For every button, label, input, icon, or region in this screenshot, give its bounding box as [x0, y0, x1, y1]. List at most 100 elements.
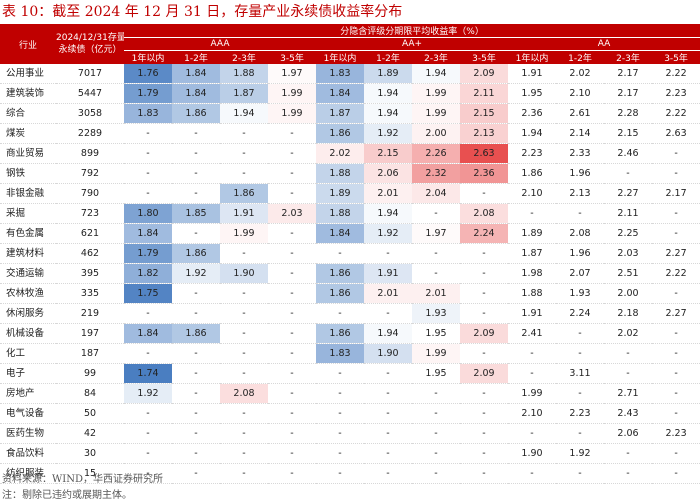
yield-cell: -: [172, 403, 220, 424]
yield-cell: 2.32: [412, 163, 460, 184]
yield-cell: -: [268, 183, 316, 204]
yield-cell: 1.84: [316, 223, 364, 244]
yield-cell: -: [172, 463, 220, 484]
yield-cell: 1.84: [172, 83, 220, 104]
yield-cell: 1.92: [364, 123, 412, 144]
yield-cell: -: [172, 383, 220, 404]
yield-cell: 2.11: [604, 203, 652, 224]
table-row: 休闲服务 219- - - - - -1.93-1.91 2.24 2.18 2.27: [0, 303, 700, 324]
yield-cell: -: [460, 243, 508, 264]
yield-cell: 2.09: [460, 363, 508, 384]
yield-cell: 1.86: [316, 263, 364, 284]
yield-cell: -: [172, 123, 220, 144]
yield-cell: 1.94: [412, 64, 460, 84]
balance-value: 50: [56, 403, 124, 424]
yield-cell: 2.09: [460, 64, 508, 84]
table-row: 医药生物 42- - - - - - - - - -2.06 2.23: [0, 423, 700, 444]
yield-cell: 1.99: [412, 103, 460, 124]
industry-name: 农林牧渔: [0, 283, 56, 304]
balance-value: 84: [56, 383, 124, 404]
yield-cell: -: [268, 343, 316, 364]
yield-cell: -: [268, 463, 316, 484]
yield-cell: -: [268, 243, 316, 264]
yield-cell: -: [172, 283, 220, 304]
yield-cell: 2.17: [652, 183, 700, 204]
header-group-aa: AA: [508, 37, 700, 51]
yield-cell: 2.36: [460, 163, 508, 184]
yield-cell: 1.82: [124, 263, 172, 284]
industry-name: 采掘: [0, 203, 56, 224]
header-tenor: 1年以内: [316, 50, 364, 64]
industry-name: 商业贸易: [0, 143, 56, 164]
yield-cell: 1.92: [172, 263, 220, 284]
footnote: 注：剔除已违约或展期主体。: [2, 490, 132, 501]
yield-cell: -: [652, 403, 700, 424]
yield-cell: -: [460, 283, 508, 304]
yield-cell: -: [460, 303, 508, 324]
yield-cell: 1.90: [364, 343, 412, 364]
balance-value: 187: [56, 343, 124, 364]
yield-cell: 1.94: [364, 203, 412, 224]
yield-cell: 1.86: [316, 123, 364, 144]
yield-cell: 1.89: [364, 64, 412, 84]
yield-cell: 1.99: [268, 83, 316, 104]
yield-cell: -: [316, 403, 364, 424]
yield-cell: 2.18: [604, 303, 652, 324]
yield-cell: -: [268, 223, 316, 244]
yield-cell: 1.75: [124, 283, 172, 304]
table-row: 电子 99 1.74- - - - -1.95 2.09-3.11- -: [0, 363, 700, 384]
table-row: 交通运输 395 1.82 1.92 1.90-1.86 1.91- -1.98 2.07 2.…: [0, 263, 700, 284]
yield-cell: -: [604, 463, 652, 484]
yield-cell: -: [364, 463, 412, 484]
yield-cell: 1.93: [412, 303, 460, 324]
table-row: 电气设备 50- - - - - - - -2.10 2.23 2.43-: [0, 403, 700, 424]
yield-cell: -: [268, 283, 316, 304]
yield-cell: 1.91: [364, 263, 412, 284]
yield-cell: 1.86: [316, 283, 364, 304]
yield-cell: -: [460, 443, 508, 464]
header-tenor: 3-5年: [460, 50, 508, 64]
yield-cell: -: [652, 443, 700, 464]
yield-cell: -: [220, 283, 268, 304]
yield-cell: -: [268, 303, 316, 324]
yield-cell: 1.83: [316, 343, 364, 364]
yield-cell: 1.83: [316, 64, 364, 84]
table-row: 建筑装饰 5447 1.79 1.84 1.87 1.99 1.84 1.94 1.99 2.11…: [0, 83, 700, 104]
yield-cell: 1.87: [508, 243, 556, 264]
yield-cell: 2.15: [604, 123, 652, 144]
table-row: 采掘 723 1.80 1.85 1.91 2.03 1.88 1.94-2.08- -2.11…: [0, 203, 700, 224]
yield-cell: 1.87: [220, 83, 268, 104]
yield-cell: 2.07: [556, 263, 604, 284]
balance-value: 621: [56, 223, 124, 244]
balance-value: 219: [56, 303, 124, 324]
header-span-title: 分隐含评级分期限平均收益率（%）: [124, 24, 700, 38]
yield-cell: -: [172, 183, 220, 204]
yield-cell: 2.26: [412, 143, 460, 164]
table-row: 房地产 84 1.92-2.08- - - - -1.99-2.71-: [0, 383, 700, 404]
balance-value: 395: [56, 263, 124, 284]
industry-name: 房地产: [0, 383, 56, 404]
yield-cell: -: [220, 243, 268, 264]
yield-cell: 2.01: [364, 283, 412, 304]
yield-cell: -: [652, 323, 700, 344]
yield-cell: 2.23: [556, 403, 604, 424]
table-row: 非银金融 790- -1.86-1.89 2.01 2.04-2.10 2.13 2.27 2…: [0, 183, 700, 204]
table-row: 化工 187- - - -1.83 1.90 1.99- - - - -: [0, 343, 700, 364]
industry-name: 机械设备: [0, 323, 56, 344]
yield-cell: -: [268, 143, 316, 164]
yield-cell: -: [220, 403, 268, 424]
yield-cell: -: [172, 343, 220, 364]
yield-cell: -: [124, 163, 172, 184]
yield-cell: 2.14: [556, 123, 604, 144]
yield-cell: 2.17: [604, 83, 652, 104]
yield-cell: -: [172, 303, 220, 324]
yield-cell: -: [124, 123, 172, 144]
yield-cell: -: [124, 303, 172, 324]
yield-cell: 2.24: [460, 223, 508, 244]
yield-cell: -: [220, 423, 268, 444]
yield-cell: -: [412, 203, 460, 224]
yield-cell: 2.27: [652, 243, 700, 264]
yield-cell: 1.90: [220, 263, 268, 284]
table-row: 钢铁 792- - - -1.88 2.06 2.32 2.36 1.86 1.96- -: [0, 163, 700, 184]
yield-cell: 2.22: [652, 263, 700, 284]
